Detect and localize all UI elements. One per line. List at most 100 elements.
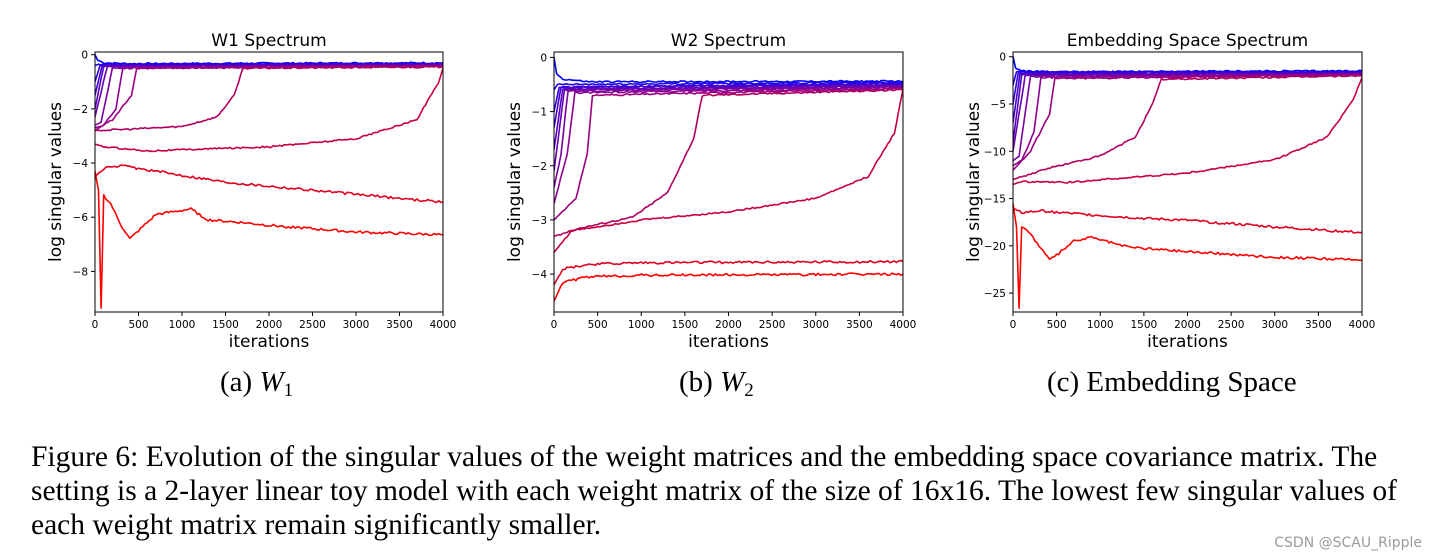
- y-tick-label: −2: [73, 104, 88, 116]
- y-tick-label: −5: [991, 99, 1006, 111]
- plot-frame: [1012, 51, 1363, 313]
- series-line-sv13: [1013, 203, 1362, 310]
- y-axis-label: log singular values: [46, 102, 66, 262]
- series-line-sv9: [1013, 73, 1362, 171]
- x-tick-label: 1500: [672, 319, 699, 331]
- x-tick-label: 4000: [430, 319, 457, 331]
- series-line-sv7: [1013, 72, 1362, 162]
- series-line-sv7: [554, 85, 903, 188]
- y-tick-label: −8: [73, 266, 88, 278]
- x-tick-label: 1000: [1087, 319, 1114, 331]
- y-tick-label: −20: [984, 241, 1006, 253]
- subcaption-b-sub: 2: [744, 380, 754, 401]
- y-axis-label: log singular values: [505, 102, 525, 262]
- y-tick-label: 0: [999, 52, 1006, 64]
- plot-frame: [94, 51, 444, 313]
- subcaption-a: (a) W1: [220, 366, 293, 402]
- series-line-sv11: [95, 68, 443, 153]
- x-tick-label: 4000: [890, 319, 917, 331]
- x-tick-label: 3000: [1261, 319, 1288, 331]
- series-line-sv10: [1013, 74, 1362, 181]
- series-line-sv11: [1013, 77, 1362, 186]
- figure-charts: W1 Spectrum 0 500 1000 1500 2000 2500 3000 3500 4…: [46, 31, 1375, 352]
- series-line-sv9: [95, 64, 443, 132]
- chart-title: W2 Spectrum: [671, 31, 786, 51]
- y-tick-label: 0: [540, 52, 547, 64]
- x-tick-label: 500: [1047, 319, 1067, 331]
- x-tick-label: 1500: [1131, 319, 1158, 331]
- subcaption-b: (b) W2: [679, 366, 754, 402]
- subcaption-a-var: W: [259, 366, 284, 398]
- y-tick-label: −15: [984, 194, 1006, 206]
- series-line-sv1: [554, 57, 903, 84]
- y-tick-label: −10: [984, 146, 1006, 158]
- x-tick-label: 0: [1010, 319, 1017, 331]
- y-tick-label: −2: [532, 161, 547, 173]
- y-tick-label: −4: [532, 269, 548, 281]
- x-tick-label: 1500: [212, 319, 239, 331]
- series-line-sv10: [95, 65, 443, 132]
- x-tick-label: 2000: [256, 319, 283, 331]
- series-line-sv8: [1013, 73, 1362, 167]
- figure-caption: Figure 6: Evolution of the singular valu…: [31, 440, 1421, 542]
- series-line-sv12: [1013, 207, 1362, 234]
- x-tick-label: 3500: [846, 319, 873, 331]
- chart-embedding: Embedding Space Spectrum 0 500 1000 1500 2000…: [964, 31, 1375, 352]
- series-line-sv9: [554, 87, 903, 221]
- x-tick-label: 2500: [299, 319, 326, 331]
- series-group: [554, 57, 903, 302]
- series-line-sv13: [95, 171, 443, 309]
- x-tick-label: 1000: [169, 319, 196, 331]
- watermark: CSDN @SCAU_Ripple: [1274, 535, 1422, 551]
- chart-title: Embedding Space Spectrum: [1067, 31, 1308, 51]
- series-line-sv4: [554, 83, 903, 128]
- series-line-sv12: [95, 164, 443, 204]
- x-axis-label: iterations: [229, 332, 310, 352]
- y-tick-label: −3: [532, 215, 547, 227]
- caption-text: Evolution of the singular values of the …: [31, 441, 1397, 541]
- figure-label: Figure 6:: [31, 441, 139, 473]
- x-axis-label: iterations: [1147, 332, 1228, 352]
- subcaption-b-prefix: (b): [679, 366, 721, 398]
- chart-w1: W1 Spectrum 0 500 1000 1500 2000 2500 3000 3500 4…: [46, 31, 456, 352]
- series-line-sv2: [554, 81, 903, 91]
- x-tick-label: 500: [128, 319, 148, 331]
- series-line-sv13: [554, 272, 903, 302]
- x-tick-label: 2500: [1218, 319, 1245, 331]
- x-tick-label: 0: [92, 319, 99, 331]
- chart-w2: W2 Spectrum 0 500 1000 1500 2000 2500 3000 3500 4…: [505, 31, 916, 352]
- y-axis-label: log singular values: [964, 102, 984, 262]
- chart-title: W1 Spectrum: [211, 31, 326, 51]
- x-axis-label: iterations: [688, 332, 769, 352]
- series-line-sv8: [95, 64, 443, 129]
- x-tick-label: 3000: [802, 319, 829, 331]
- y-tick-label: −6: [73, 212, 89, 224]
- x-tick-label: 3500: [386, 319, 413, 331]
- x-tick-label: 3500: [1305, 319, 1332, 331]
- series-line-sv6: [95, 63, 443, 118]
- x-tick-label: 2500: [759, 319, 786, 331]
- y-tick-label: −1: [532, 107, 547, 119]
- x-tick-label: 1000: [628, 319, 655, 331]
- series-line-sv8: [554, 86, 903, 204]
- y-tick-label: −4: [73, 158, 89, 170]
- y-tick-label: −25: [984, 288, 1006, 300]
- series-line-sv5: [95, 63, 443, 110]
- subcaption-b-var: W: [720, 366, 745, 398]
- series-group: [95, 54, 443, 309]
- series-line-sv12: [554, 259, 903, 286]
- series-line-sv6: [1013, 72, 1362, 152]
- x-tick-label: 2000: [1174, 319, 1201, 331]
- series-line-sv5: [1013, 71, 1362, 142]
- subcaption-a-prefix: (a): [220, 366, 260, 398]
- x-tick-label: 2000: [715, 319, 742, 331]
- series-group: [1013, 56, 1362, 310]
- subcaption-a-sub: 1: [283, 380, 294, 401]
- series-line-sv10: [554, 88, 903, 237]
- series-line-sv11: [554, 89, 903, 253]
- x-tick-label: 3000: [343, 319, 370, 331]
- x-tick-label: 500: [588, 319, 608, 331]
- series-line-sv7: [95, 64, 443, 126]
- x-tick-label: 4000: [1349, 319, 1376, 331]
- series-line-sv6: [554, 85, 903, 172]
